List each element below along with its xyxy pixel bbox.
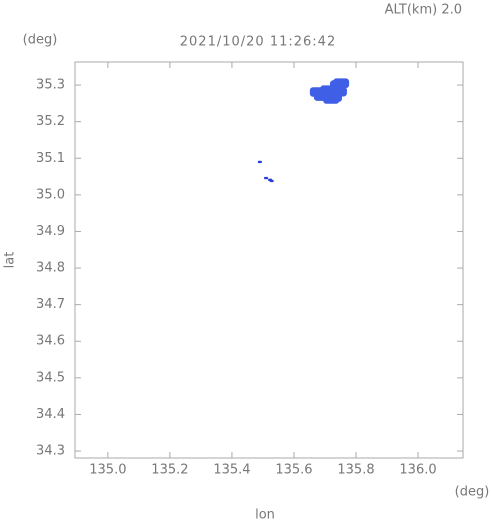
echo-point bbox=[323, 94, 340, 104]
y-axis-label: lat bbox=[3, 252, 18, 269]
echo-point bbox=[269, 179, 274, 183]
y-tick-label: 35.2 bbox=[36, 114, 65, 129]
x-axis-label: lon bbox=[255, 508, 275, 521]
y-tick-label: 34.6 bbox=[36, 334, 65, 349]
altitude-label: ALT(km) 2.0 bbox=[385, 3, 462, 18]
echo-point bbox=[330, 86, 347, 97]
x-unit: (deg) bbox=[455, 485, 490, 500]
y-tick-label: 35.1 bbox=[36, 151, 65, 166]
x-tick-label: 135.0 bbox=[89, 463, 126, 478]
echo-point bbox=[264, 176, 269, 180]
y-tick-label: 35.3 bbox=[36, 78, 65, 93]
x-tick-label: 136.0 bbox=[399, 463, 436, 478]
y-tick-label: 34.7 bbox=[36, 297, 65, 312]
y-tick-label: 34.4 bbox=[36, 407, 65, 422]
y-tick-label: 34.5 bbox=[36, 370, 65, 385]
chart-title: 2021/10/20 11:26:42 bbox=[180, 35, 336, 50]
y-tick-label: 34.3 bbox=[36, 444, 65, 459]
y-tick-label: 34.8 bbox=[36, 261, 65, 276]
echo-point bbox=[333, 78, 350, 89]
y-tick-label: 35.0 bbox=[36, 187, 65, 202]
y-tick-label: 34.9 bbox=[36, 224, 65, 239]
x-tick-label: 135.2 bbox=[151, 463, 188, 478]
echo-point bbox=[257, 160, 262, 164]
x-tick-label: 135.8 bbox=[337, 463, 374, 478]
plot-frame bbox=[74, 61, 464, 459]
x-tick-label: 135.4 bbox=[213, 463, 250, 478]
x-tick-label: 135.6 bbox=[275, 463, 312, 478]
y-unit: (deg) bbox=[23, 33, 58, 48]
